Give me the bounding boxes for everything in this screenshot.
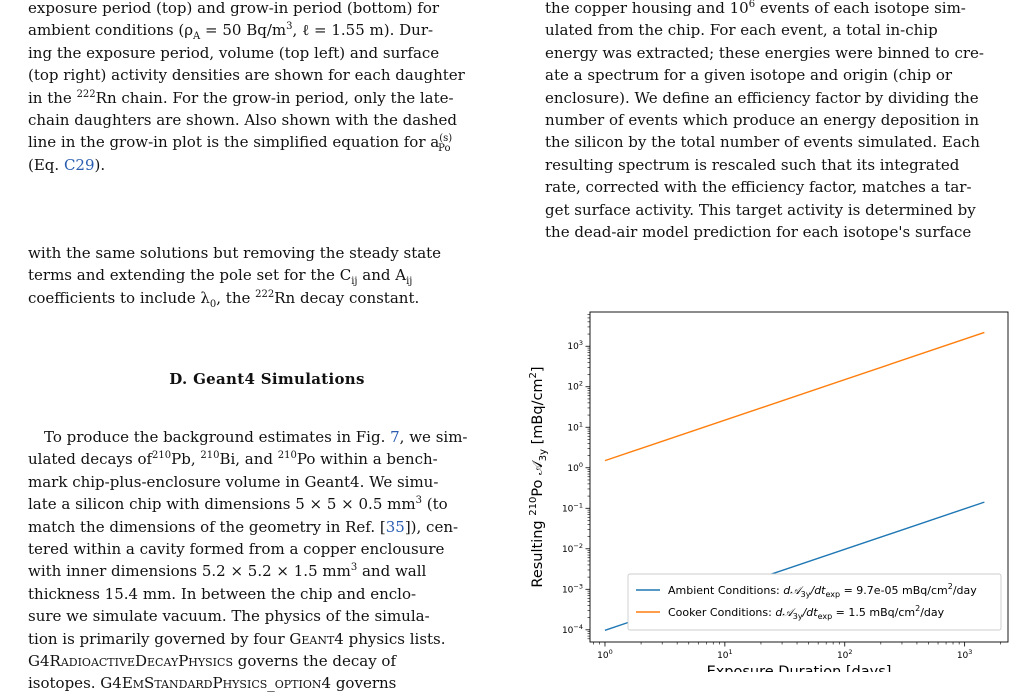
- x-tick-label: 102: [837, 648, 853, 661]
- y-tick-label: 10−1: [562, 501, 583, 514]
- y-tick-label: 10−2: [562, 542, 583, 555]
- section-heading: D. Geant4 Simulations: [169, 370, 365, 388]
- y-axis-label: Resulting 210Po 𝒜3y [mBq/cm2]: [528, 366, 549, 587]
- legend-entry-ambient: Ambient Conditions: d𝒜3y/dtexp = 9.7e-05…: [668, 582, 977, 599]
- axis-ticks: 100 101 102 103 10−4 10−3 10−2 10−1 100 101 102 103: [562, 314, 1002, 661]
- legend-box: [627, 573, 1002, 631]
- x-tick-label: 101: [717, 648, 733, 661]
- simulation-paragraph: the copper housing and 106 events of eac…: [545, 0, 984, 242]
- x-tick-label: 100: [597, 648, 613, 661]
- legend: Ambient Conditions: d𝒜3y/dtexp = 9.7e-05…: [627, 573, 1002, 631]
- paragraph-continuation: with the same solutions but removing the…: [28, 244, 442, 310]
- y-tick-label: 100: [567, 461, 583, 474]
- y-tick-label: 101: [567, 420, 583, 433]
- equation-link[interactable]: C29: [63, 155, 95, 174]
- series-line-1: [604, 331, 985, 462]
- x-tick-label: 103: [957, 648, 973, 661]
- y-tick-label: 10−4: [562, 623, 583, 636]
- legend-entry-cooker: Cooker Conditions: d𝒜3y/dtexp = 1.5 mBq/…: [668, 604, 945, 621]
- y-tick-label: 103: [567, 339, 583, 352]
- exposure-activity-chart: 100 101 102 103 10−4 10−3 10−2 10−1 100 101 102 103…: [528, 311, 1009, 672]
- y-tick-label: 102: [567, 380, 583, 393]
- reference-link[interactable]: 35: [385, 517, 405, 536]
- y-tick-label: 10−3: [562, 582, 583, 595]
- figure-link[interactable]: 7: [390, 428, 400, 446]
- figure-caption-continuation: exposure period (top) and grow-in period…: [28, 0, 465, 174]
- x-axis-label: Exposure Duration [days]: [707, 664, 892, 672]
- geant4-paragraph: To produce the background estimates in F…: [28, 428, 468, 693]
